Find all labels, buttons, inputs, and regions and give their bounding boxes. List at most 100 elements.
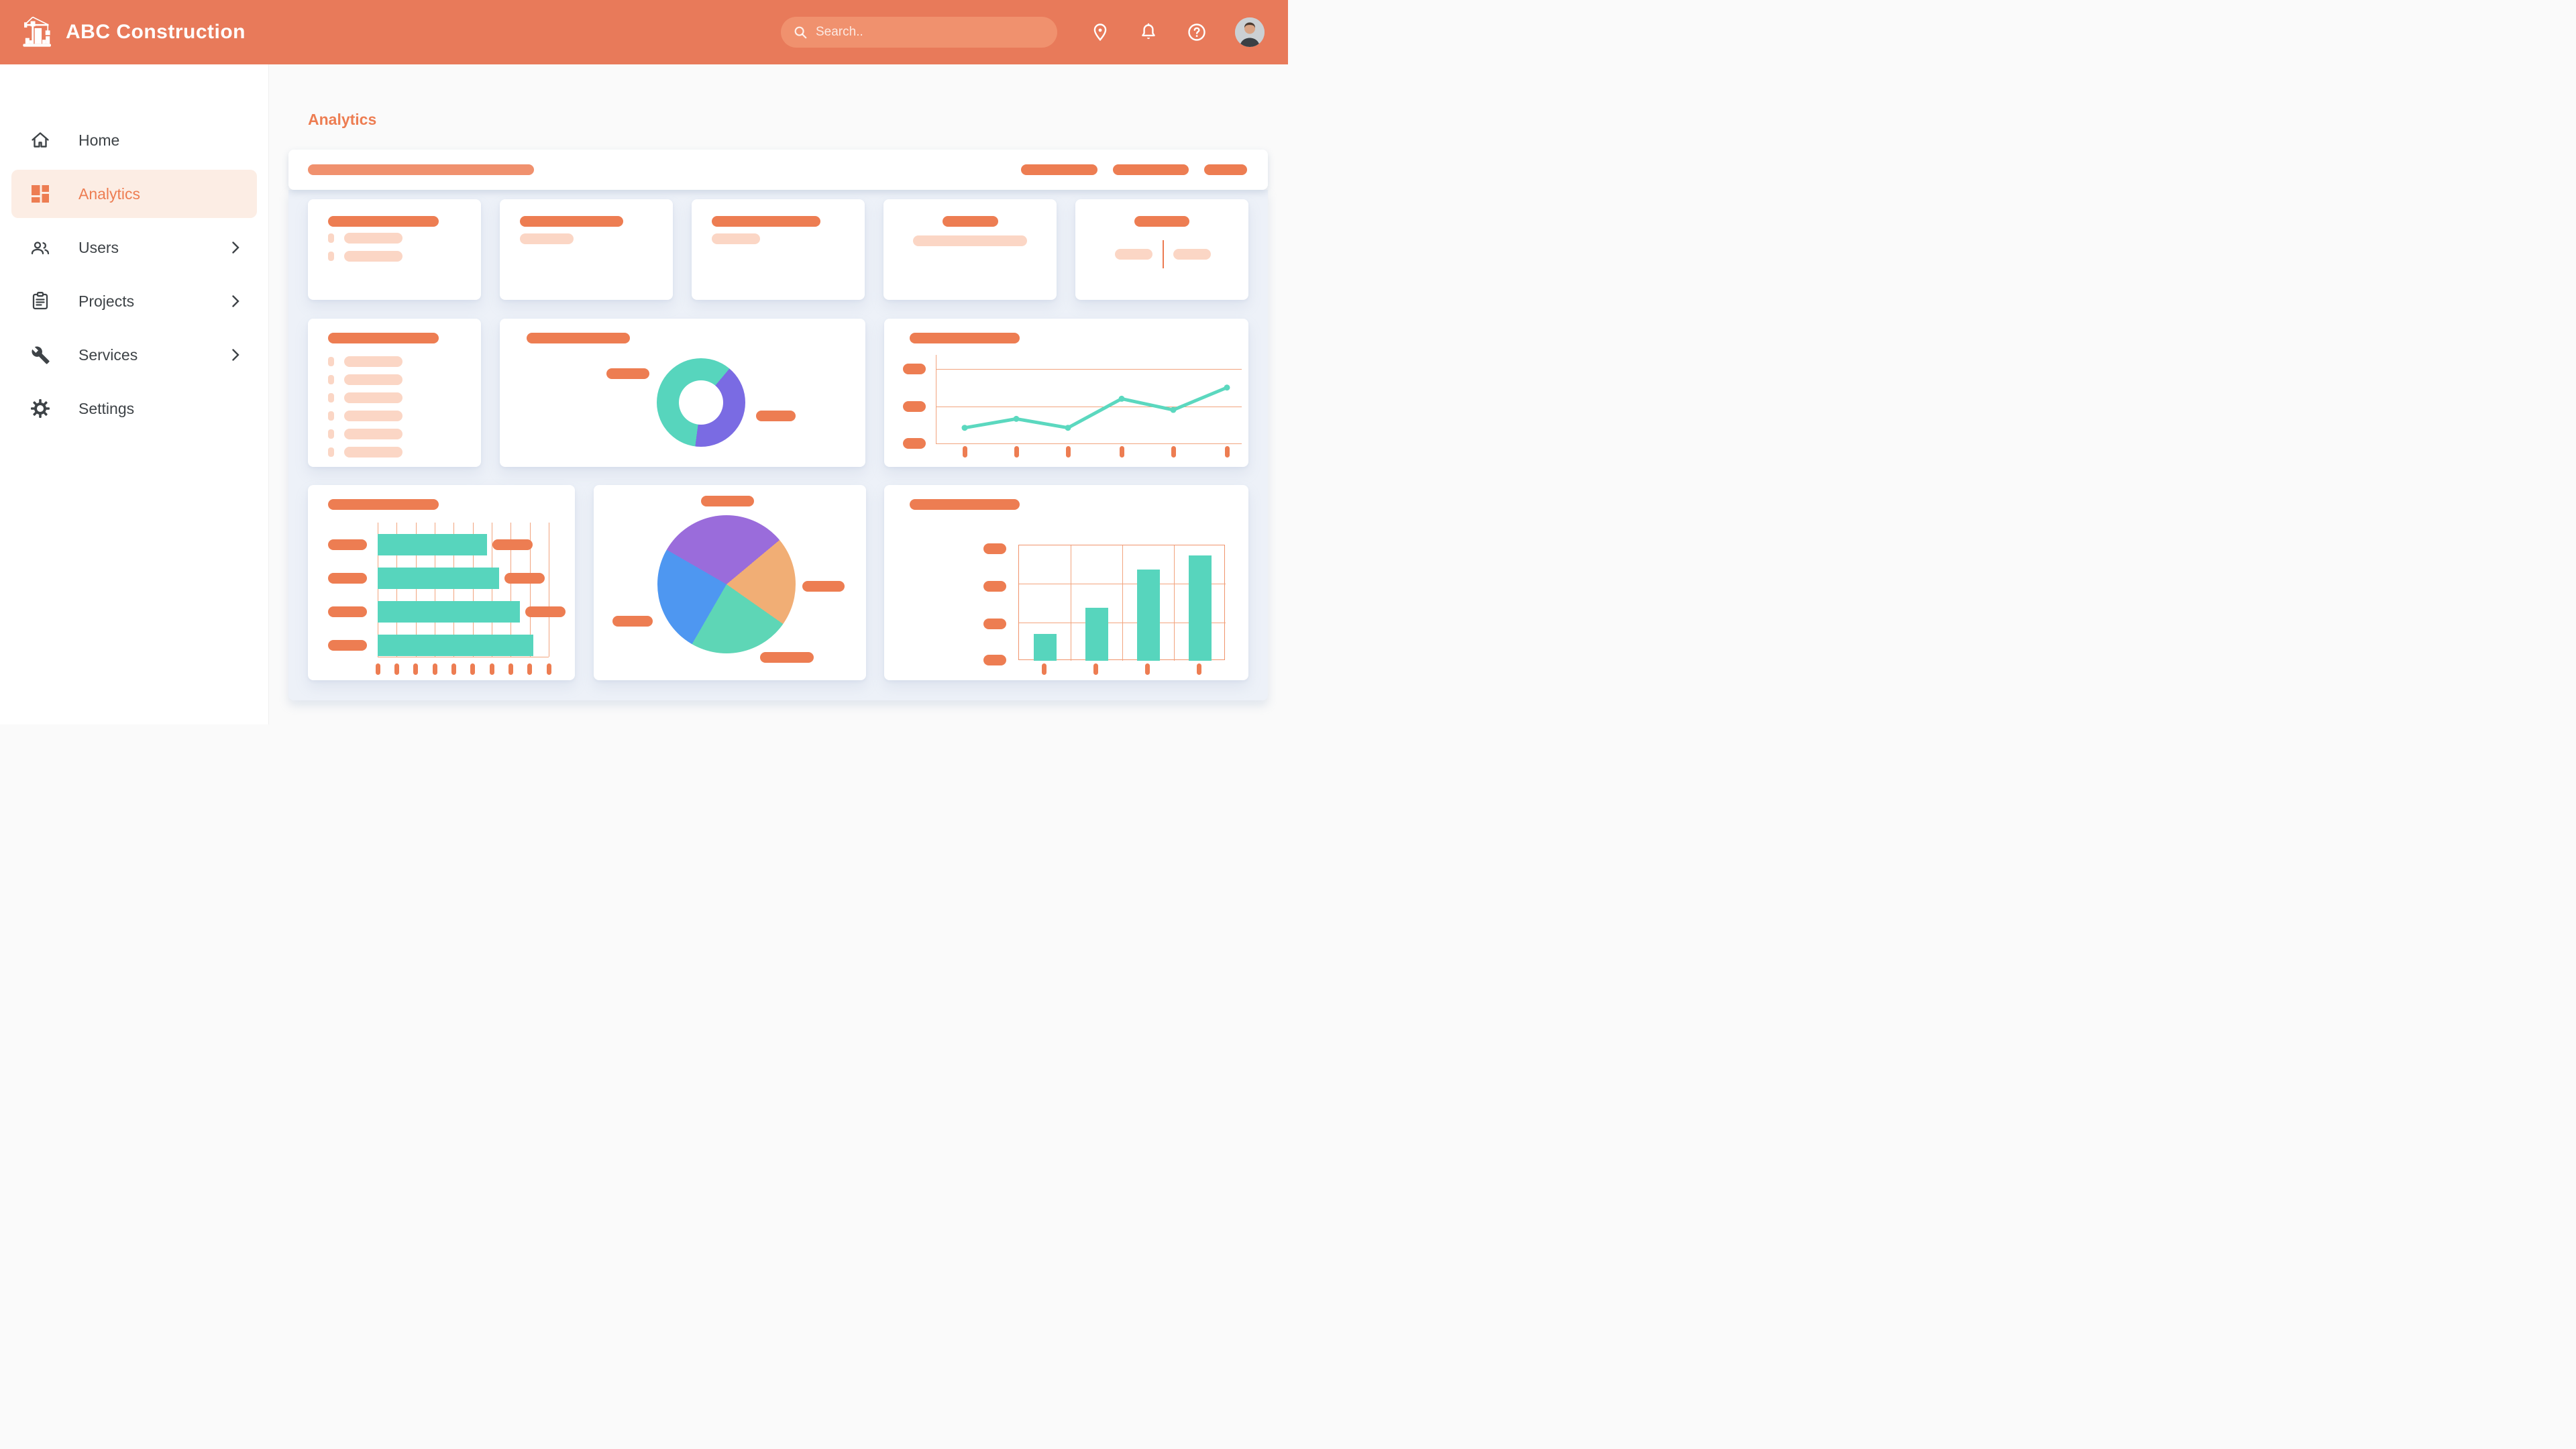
bar-value-skeleton [525,606,566,617]
x-tick [508,663,513,675]
donut-chart [657,358,745,447]
list-bullet-skeleton [328,357,334,366]
sidebar-item-services[interactable]: Services [11,331,257,379]
sidebar-item-label: Settings [78,399,135,417]
category-label-skeleton [328,640,367,651]
pie-label-right-skeleton [802,581,845,592]
card-title-skeleton [328,333,439,343]
list-bullet-skeleton [328,429,334,439]
x-tick [546,663,551,675]
x-axis-line [936,443,1242,444]
toolbar-action-button-2[interactable] [1113,164,1189,175]
list-line-skeleton [344,429,402,439]
x-tick [1042,663,1046,675]
bar [1136,570,1160,661]
sidebar-item-label: Users [78,238,119,256]
toolbar-action-button-1[interactable] [1021,164,1097,175]
avatar-photo [1235,17,1265,47]
sidebar-item-projects[interactable]: Projects [11,277,257,325]
y-axis-label-skeleton [903,401,926,412]
y-axis-label-skeleton [983,581,1006,592]
stat-card-2 [500,199,673,300]
help-icon [1188,23,1205,41]
toolbar-action-button-3[interactable] [1204,164,1247,175]
card-title-skeleton [712,216,820,227]
horizontal-bar-chart-card [308,485,575,680]
x-tick [1093,663,1098,675]
bar-value-skeleton [504,573,545,584]
chevron-right-icon [232,295,239,307]
card-subtitle-skeleton [913,235,1027,246]
stat-value-skeleton [1115,249,1152,260]
card-title-skeleton [910,499,1020,510]
sidebar-item-label: Services [78,345,138,364]
panel-body [288,190,1268,700]
y-axis-label-skeleton [903,438,926,449]
pie-label-bottom-skeleton [760,652,814,663]
panel-toolbar [288,150,1268,190]
sidebar-item-settings[interactable]: Settings [11,384,257,433]
x-tick [962,446,967,458]
page-title: Analytics [308,111,377,128]
y-axis-label-skeleton [983,619,1006,629]
location-button[interactable] [1090,22,1110,42]
analytics-panel [288,150,1268,700]
search-bar [781,17,1057,48]
pie-title-skeleton [701,496,754,506]
search-input[interactable] [814,24,1046,40]
list-line-skeleton [344,374,402,385]
stat-card-3 [692,199,865,300]
horizontal-bar-chart [378,523,549,657]
sidebar-item-label: Projects [78,292,135,310]
chevron-right-icon [232,241,239,254]
gear-icon [31,399,50,418]
x-tick [1065,446,1071,458]
gridline-vertical [396,523,398,657]
dashboard-icon [32,185,49,203]
gridline-vertical [453,523,455,657]
vertical-bar-chart-card [884,485,1248,680]
card-title-skeleton [328,216,439,227]
x-tick [527,663,533,675]
help-button[interactable] [1187,22,1207,42]
list-bullet-skeleton [328,252,334,261]
list-bullet-skeleton [328,375,334,384]
x-tick [375,663,380,675]
list-line-skeleton [344,411,402,421]
card-title-skeleton [910,333,1020,343]
list-bullet-skeleton [328,233,334,243]
card-title-skeleton [520,216,623,227]
sidebar-item-users[interactable]: Users [11,223,257,272]
bar [1033,634,1057,661]
toolbar-title-skeleton [308,164,534,175]
x-tick [432,663,437,675]
divider [1163,240,1164,268]
card-title-skeleton [527,333,630,343]
home-icon [32,132,49,148]
y-axis-label-skeleton [903,364,926,374]
stat-value-skeleton [1173,249,1211,260]
list-card [308,319,481,467]
crane-logo-icon [23,16,51,47]
list-line-skeleton [344,356,402,367]
list-line-skeleton [344,392,402,403]
list-line-skeleton [344,251,402,262]
y-axis-label-skeleton [983,543,1006,554]
user-avatar[interactable] [1235,17,1265,47]
sidebar-item-label: Home [78,131,120,149]
x-tick [489,663,494,675]
notifications-button[interactable] [1138,22,1159,42]
sidebar-item-analytics[interactable]: Analytics [11,170,257,218]
gridline-vertical [472,523,474,657]
bar [1085,607,1108,661]
gridline-vertical [1122,545,1123,661]
x-tick [1224,446,1230,458]
card-title-skeleton [943,216,998,227]
chevron-right-icon [232,349,239,361]
stat-card-4 [883,199,1057,300]
users-icon [31,241,50,255]
x-tick [1014,446,1019,458]
app-header: ABC Construction [0,0,1288,64]
sidebar-item-home[interactable]: Home [11,116,257,164]
stat-card-5 [1075,199,1248,300]
